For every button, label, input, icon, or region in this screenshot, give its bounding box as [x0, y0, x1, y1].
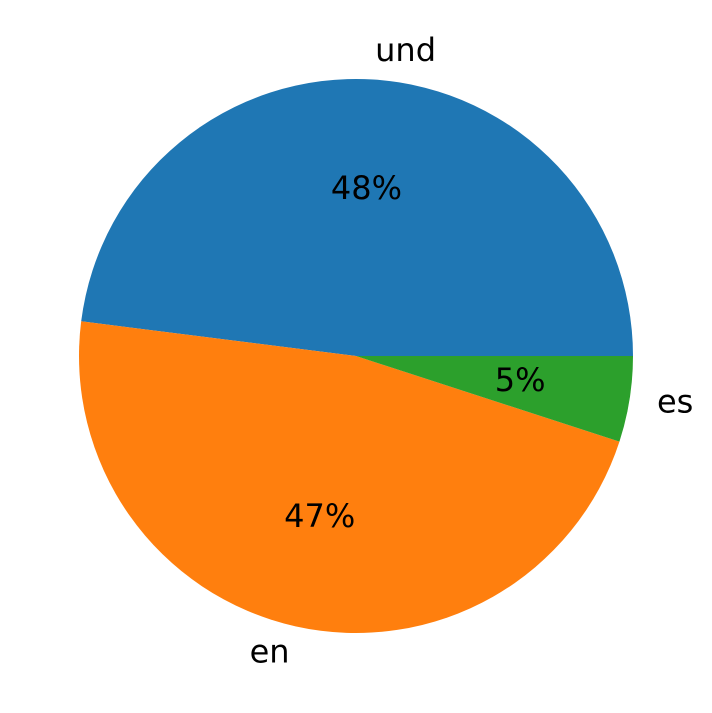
- percent-label: 47%: [284, 497, 355, 535]
- pie-slice: [356, 356, 633, 442]
- slice-label: en: [250, 632, 290, 670]
- slice-label: es: [657, 383, 693, 421]
- pie-slice: [81, 79, 634, 356]
- pie-slice: [79, 321, 620, 633]
- slice-label: und: [375, 31, 436, 69]
- percent-label: 5%: [495, 361, 546, 399]
- percent-label: 48%: [331, 169, 402, 207]
